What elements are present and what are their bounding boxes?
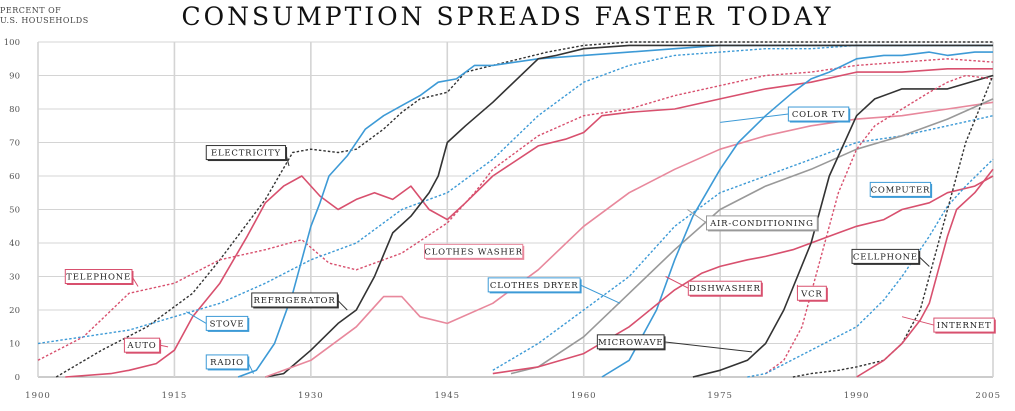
series-label-stove: STOVE <box>210 319 245 329</box>
series-line-telephone <box>37 58 994 361</box>
label-box-telephone <box>64 269 133 284</box>
x-tick-label-1990: 1990 <box>844 391 870 401</box>
series-line-dishwasher <box>492 175 994 375</box>
leader-line-color-tv <box>720 113 789 123</box>
series-line-electricity <box>55 41 993 378</box>
y-tick-label-20: 20 <box>9 306 20 316</box>
y-tick-label-70: 70 <box>9 139 20 149</box>
series-label-clothes-washer: CLOTHES WASHER <box>424 247 522 257</box>
series-label-auto: AUTO <box>126 341 156 351</box>
x-tick-label-1945: 1945 <box>434 391 460 401</box>
series-line-refrigerator <box>265 44 993 378</box>
series-label-clothes-dryer: CLOTHES DRYER <box>490 281 579 291</box>
leader-line-stove <box>185 311 207 324</box>
y-tick-label-80: 80 <box>9 105 20 115</box>
series-line-auto <box>65 68 993 378</box>
leader-line-cellphone <box>918 256 930 267</box>
label-box-dishwasher <box>687 280 762 296</box>
y-tick-label-90: 90 <box>9 72 20 82</box>
label-box-air-conditioning <box>706 215 818 231</box>
y-tick-label-100: 100 <box>4 38 20 48</box>
series-line-radio <box>237 44 993 378</box>
series-label-radio: RADIO <box>210 358 244 368</box>
leader-line-microwave <box>664 341 753 353</box>
y-axis-label-line-1: PERCENT OF <box>0 6 62 15</box>
x-tick-label-1900: 1900 <box>25 391 51 401</box>
series-label-cellphone: CELLPHONE <box>853 252 918 262</box>
series-line-clothes-washer <box>265 101 994 378</box>
series-line-microwave <box>692 74 994 378</box>
leader-line-refrigerator <box>336 299 348 311</box>
y-axis-label-line-2: U.S. HOUSEHOLDS <box>0 16 89 25</box>
y-tick-label-10: 10 <box>9 340 20 350</box>
x-tick-label-2005: 2005 <box>975 391 1001 401</box>
series-line-vcr <box>765 74 994 375</box>
series-line-color-tv <box>601 51 993 378</box>
series-lines-layer <box>37 41 994 378</box>
series-line-air-conditioning <box>510 98 994 375</box>
label-box-computer <box>869 181 932 197</box>
grid-layer <box>37 41 994 378</box>
label-box-cellphone <box>851 248 920 264</box>
label-box-internet <box>933 317 995 333</box>
leader-line-air-conditioning <box>687 209 707 224</box>
series-label-electricity: ELECTRICITY <box>211 149 281 159</box>
series-label-microwave: MICROWAVE <box>598 338 664 348</box>
label-box-radio <box>205 354 249 370</box>
series-label-telephone: TELEPHONE <box>66 273 131 283</box>
x-tick-label-1960: 1960 <box>571 391 597 401</box>
x-tick-label-1930: 1930 <box>298 391 324 401</box>
label-box-refrigerator <box>251 292 338 308</box>
series-line-clothes-dryer <box>492 115 994 371</box>
series-label-air-conditioning: AIR-CONDITIONING <box>709 219 814 229</box>
leader-line-dishwasher <box>665 276 689 289</box>
series-label-refrigerator: REFRIGERATOR <box>254 296 336 306</box>
axis-ticks-layer: 0 10 20 30 40 50 60 70 80 90 100 1900 1915 1930 1945 19… <box>4 38 1001 401</box>
chart-title: CONSUMPTION SPREADS FASTER TODAY <box>181 2 834 31</box>
y-tick-label-60: 60 <box>9 172 20 182</box>
leader-line-clothes-dryer <box>579 284 621 304</box>
label-box-clothes-washer <box>424 243 524 259</box>
series-labels-layer: ELECTRICITY TELEPHONE AUTO STOVE RADIO REFRIG… <box>64 106 996 374</box>
series-label-vcr: VCR <box>800 289 822 299</box>
label-box-microwave <box>596 334 665 350</box>
label-box-color-tv <box>787 106 850 122</box>
series-label-computer: COMPUTER <box>871 185 931 195</box>
y-tick-label-0: 0 <box>15 373 20 383</box>
y-tick-label-30: 30 <box>9 273 20 283</box>
series-label-color-tv: COLOR TV <box>792 110 845 120</box>
series-line-internet <box>856 168 994 378</box>
label-box-vcr <box>796 285 827 301</box>
x-tick-label-1915: 1915 <box>162 391 188 401</box>
x-tick-label-1975: 1975 <box>707 391 733 401</box>
y-tick-label-40: 40 <box>9 239 20 249</box>
label-box-auto <box>123 337 161 353</box>
series-label-dishwasher: DISHWASHER <box>689 284 761 294</box>
label-box-stove <box>205 315 249 331</box>
label-box-electricity <box>205 145 287 161</box>
leader-line-internet <box>901 316 935 326</box>
series-line-stove <box>37 44 993 345</box>
y-tick-label-50: 50 <box>9 206 20 216</box>
series-label-internet: INTERNET <box>937 321 992 331</box>
label-box-clothes-dryer <box>487 277 581 293</box>
